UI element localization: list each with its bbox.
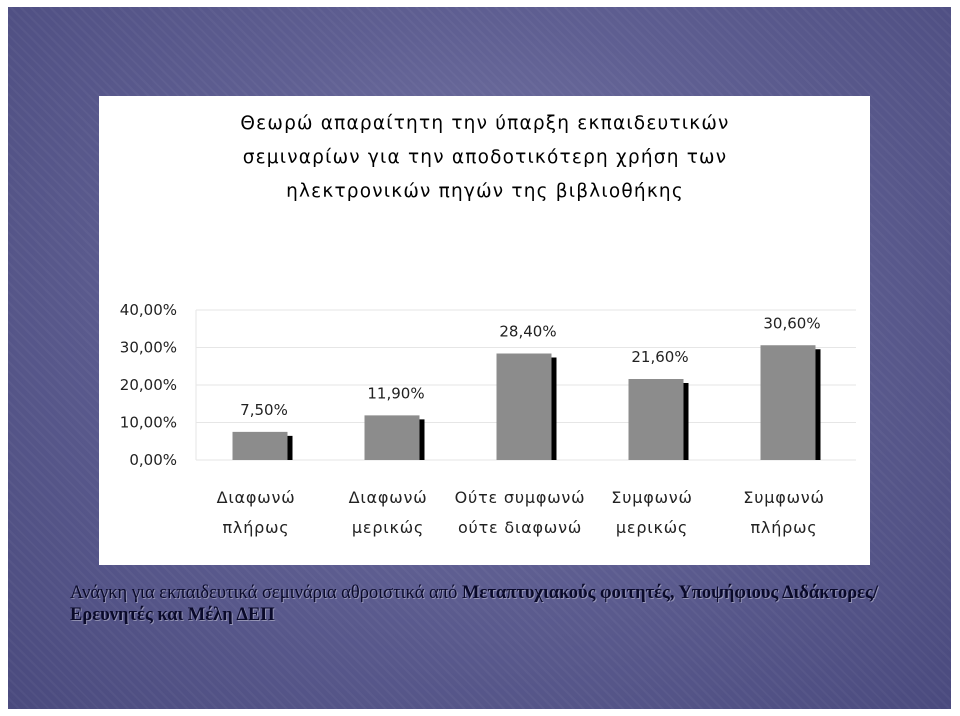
bar-shadow <box>683 383 689 460</box>
category-label: Ούτε συμφωνώ <box>455 488 586 507</box>
chart-title: Θεωρώ απαραίτητη την ύπαρξη εκπαιδευτικώ… <box>240 113 729 202</box>
category-label: μερικώς <box>616 518 688 537</box>
data-label: 11,90% <box>367 384 424 402</box>
bar-shadow <box>287 435 293 460</box>
bar <box>232 431 288 460</box>
slide-background: Θεωρώ απαραίτητη την ύπαρξη εκπαιδευτικώ… <box>8 7 951 709</box>
caption-bold-text: Μεταπτυχιακούς φοιτητές, Υποψήφιους Διδά… <box>70 583 879 625</box>
category-label: πλήρως <box>223 518 290 537</box>
bars <box>232 345 821 460</box>
data-label: 21,60% <box>631 348 688 366</box>
bar <box>760 345 816 460</box>
bar <box>496 353 552 460</box>
category-label: Διαφωνώ <box>217 488 296 507</box>
category-label: Συμφωνώ <box>611 488 692 507</box>
y-tick-label: 20,00% <box>120 376 177 394</box>
category-label: Συμφωνώ <box>743 488 824 507</box>
chart-title-line: σεμιναρίων για την αποδοτικότερη χρήση τ… <box>243 147 728 168</box>
category-label: Διαφωνώ <box>349 488 428 507</box>
bar-shadow <box>551 357 557 460</box>
chart-panel: Θεωρώ απαραίτητη την ύπαρξη εκπαιδευτικώ… <box>99 96 870 565</box>
y-axis-ticks: 0,00% 10,00% 20,00% 30,00% 40,00% <box>120 301 177 469</box>
bar-shadow <box>815 349 821 460</box>
data-label: 7,50% <box>240 401 288 419</box>
chart-title-line: Θεωρώ απαραίτητη την ύπαρξη εκπαιδευτικώ… <box>240 113 729 134</box>
bar-shadow <box>419 419 425 460</box>
category-label: πλήρως <box>751 518 818 537</box>
caption-normal-text: Ανάγκη για εκπαιδευτικά σεμινάρια αθροισ… <box>70 583 462 603</box>
y-tick-label: 30,00% <box>120 339 177 357</box>
y-tick-label: 0,00% <box>129 451 177 469</box>
y-tick-label: 10,00% <box>120 414 177 432</box>
category-label: μερικώς <box>352 518 424 537</box>
chart-title-line: ηλεκτρονικών πηγών της βιβλιοθήκης <box>286 181 684 202</box>
slide-caption: Ανάγκη για εκπαιδευτικά σεμινάρια αθροισ… <box>70 582 910 626</box>
bar-chart: Θεωρώ απαραίτητη την ύπαρξη εκπαιδευτικώ… <box>120 113 856 537</box>
y-tick-label: 40,00% <box>120 301 177 319</box>
bar <box>628 379 684 460</box>
bar <box>364 415 420 460</box>
category-label: ούτε διαφωνώ <box>458 518 582 537</box>
data-labels: 7,50% 11,90% 28,40% 21,60% 30,60% <box>240 314 820 419</box>
data-label: 28,40% <box>499 323 556 341</box>
x-axis-categories: Διαφωνώ πλήρως Διαφωνώ μερικώς Ούτε συμφωνώ ο… <box>217 488 824 537</box>
data-label: 30,60% <box>763 314 820 332</box>
